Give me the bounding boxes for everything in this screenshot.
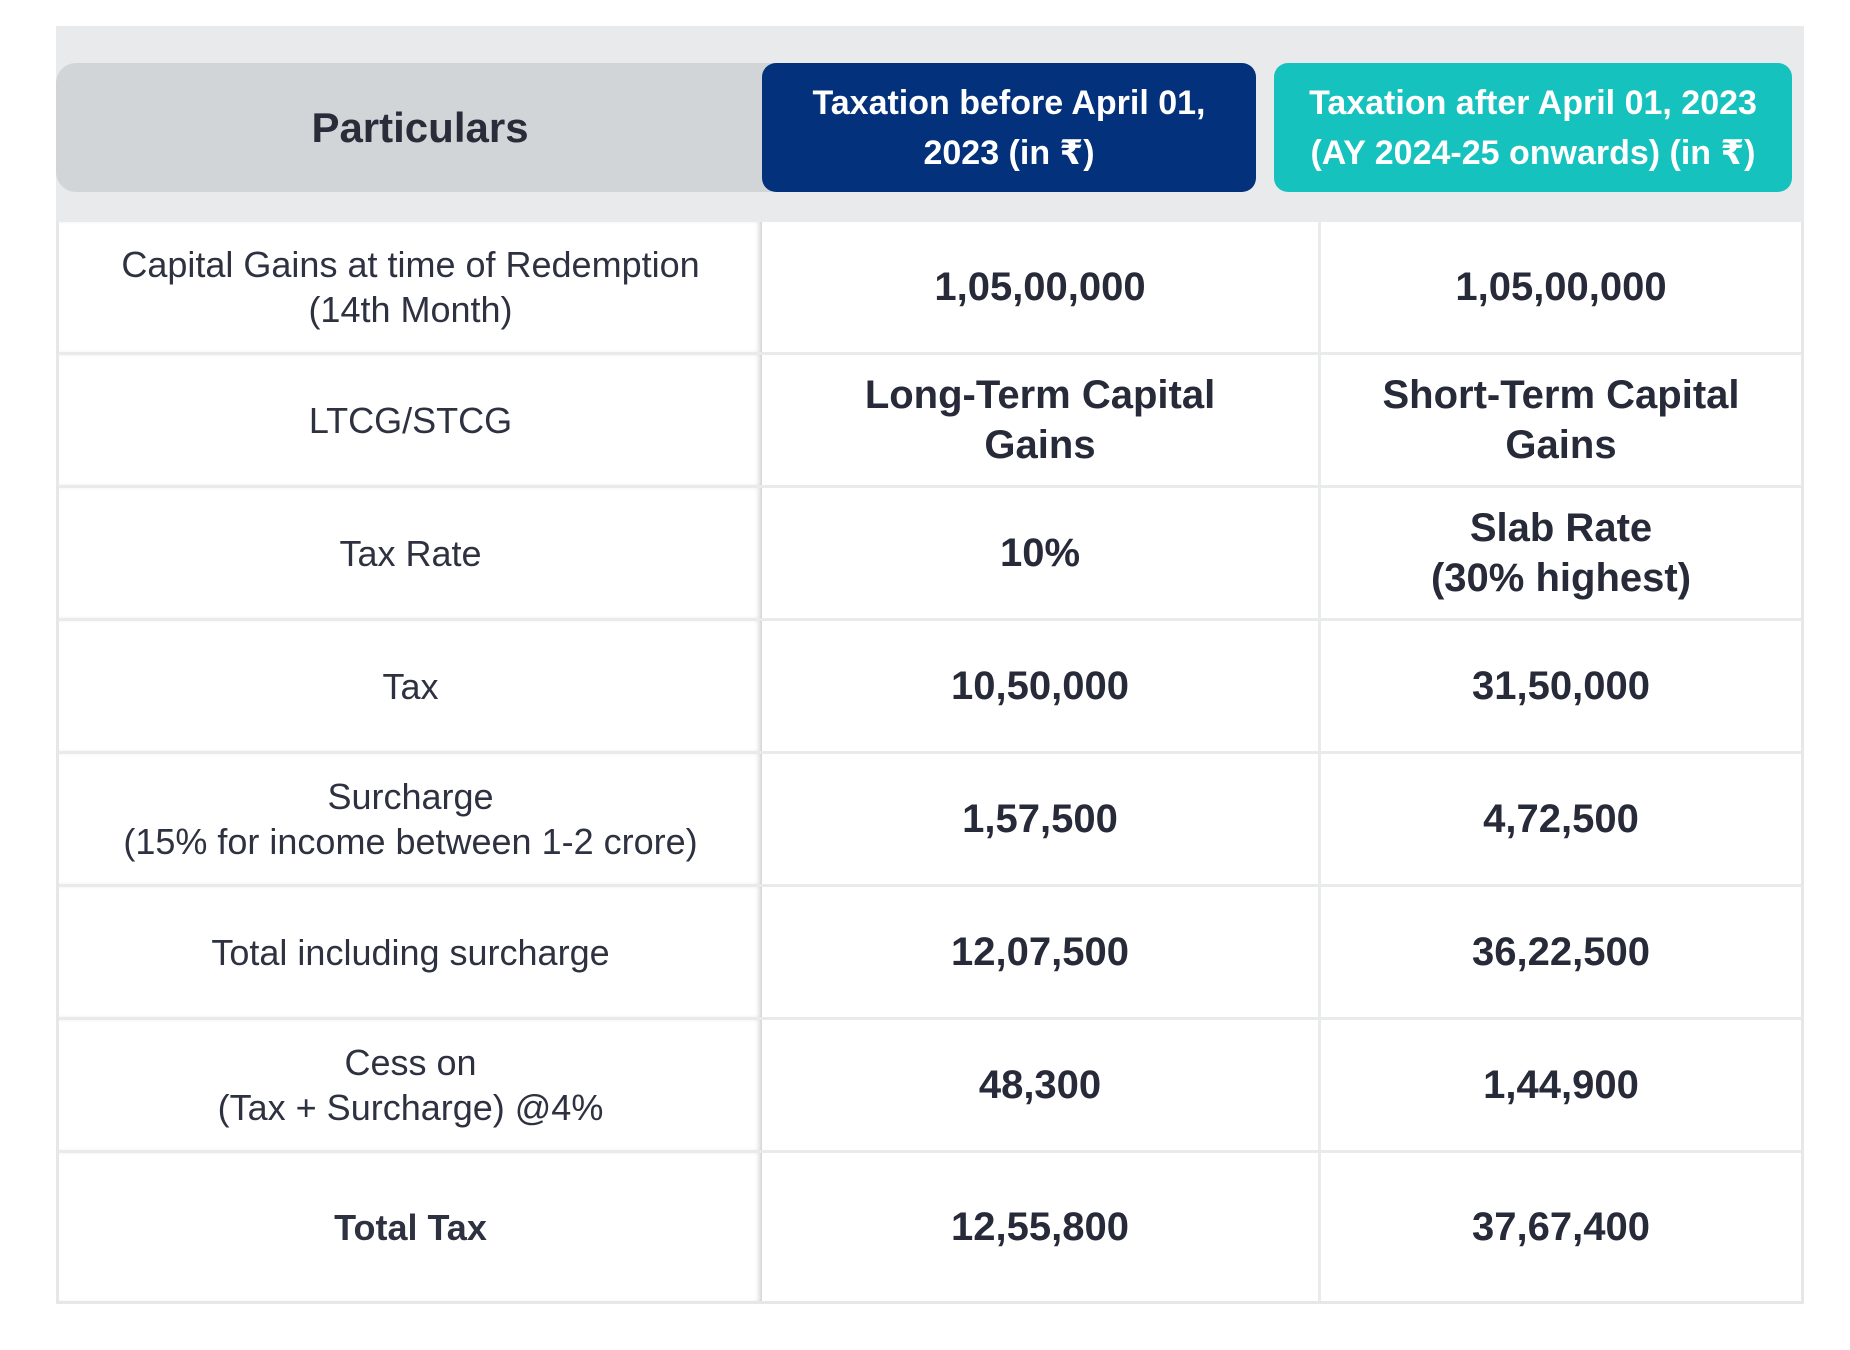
table-row-cess: Cess on (Tax + Surcharge) @4% 48,300 1,4…	[59, 1020, 1801, 1153]
table-body: Capital Gains at time of Redemption (14t…	[56, 222, 1804, 1304]
table-row-tax-rate: Tax Rate 10% Slab Rate (30% highest)	[59, 488, 1801, 621]
row-value-before: 1,57,500	[762, 754, 1321, 884]
table-row-total-incl-surcharge: Total including surcharge 12,07,500 36,2…	[59, 887, 1801, 1020]
row-value-after: 31,50,000	[1472, 664, 1650, 708]
table-row-total-tax: Total Tax 12,55,800 37,67,400	[59, 1153, 1801, 1301]
header-taxation-after: Taxation after April 01, 2023 (AY 2024-2…	[1274, 63, 1792, 192]
row-label: Total including surcharge	[59, 887, 762, 1017]
header-taxation-before: Taxation before April 01, 2023 (in ₹)	[762, 63, 1256, 192]
table-row-capital-gains: Capital Gains at time of Redemption (14t…	[59, 222, 1801, 355]
row-value-after: 1,44,900	[1483, 1063, 1639, 1107]
row-label: Tax Rate	[59, 488, 762, 618]
table-row-surcharge: Surcharge (15% for income between 1-2 cr…	[59, 754, 1801, 887]
row-label: Surcharge (15% for income between 1-2 cr…	[59, 754, 762, 884]
row-value-after: 1,05,00,000	[1455, 265, 1667, 309]
row-label: LTCG/STCG	[59, 355, 762, 485]
row-label: Capital Gains at time of Redemption (14t…	[59, 222, 762, 352]
row-value-before: 10,50,000	[762, 621, 1321, 751]
row-value-after: Short-Term Capital Gains	[1382, 373, 1740, 467]
row-value-after: 4,72,500	[1483, 797, 1639, 841]
table-header: Particulars Taxation before April 01, 20…	[56, 63, 1804, 192]
row-value-before: 12,55,800	[762, 1153, 1321, 1301]
row-value-after: Slab Rate (30% highest)	[1430, 506, 1692, 600]
row-value-before: 10%	[762, 488, 1321, 618]
row-label: Cess on (Tax + Surcharge) @4%	[59, 1020, 762, 1150]
table-row-ltcg-stcg: LTCG/STCG Long-Term Capital Gains Short-…	[59, 355, 1801, 488]
row-value-before: 48,300	[762, 1020, 1321, 1150]
row-value-before: 1,05,00,000	[762, 222, 1321, 352]
row-label: Total Tax	[59, 1153, 762, 1301]
header-particulars: Particulars	[56, 63, 784, 192]
row-value-after: 37,67,400	[1472, 1205, 1650, 1249]
row-value-after: 36,22,500	[1472, 930, 1650, 974]
row-value-before: 12,07,500	[762, 887, 1321, 1017]
row-label: Tax	[59, 621, 762, 751]
table-row-tax: Tax 10,50,000 31,50,000	[59, 621, 1801, 754]
row-value-before: Long-Term Capital Gains	[762, 355, 1321, 485]
